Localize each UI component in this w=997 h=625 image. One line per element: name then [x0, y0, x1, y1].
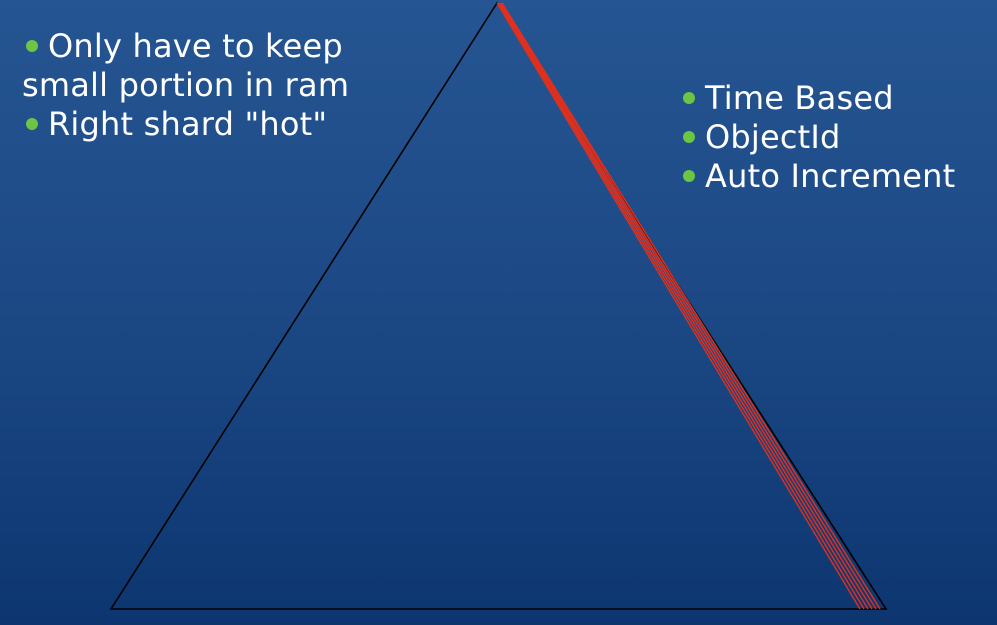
left-bullet-list: Only have to keep small portion in ram R…	[22, 27, 349, 144]
bullet-dot-icon	[26, 40, 38, 52]
bullet-text: ObjectId	[705, 118, 841, 156]
hot-edge-line	[496, 2, 861, 610]
bullet-dot-icon	[683, 170, 695, 182]
hot-edge-line	[499, 2, 873, 610]
hot-edge-line	[497, 2, 865, 610]
right-bullet-list: Time Based ObjectId Auto Increment	[679, 79, 955, 196]
hot-edge-line	[498, 2, 869, 610]
bullet-item: Time Based	[679, 79, 955, 118]
bullet-continuation: small portion in ram	[22, 66, 349, 105]
bullet-item: Auto Increment	[679, 157, 955, 196]
bullet-item: Right shard "hot"	[22, 105, 349, 144]
hot-right-edge	[496, 2, 881, 610]
bullet-dot-icon	[683, 92, 695, 104]
bullet-text: Auto Increment	[705, 157, 956, 195]
bullet-item: ObjectId	[679, 118, 955, 157]
hot-edge-line	[501, 2, 881, 610]
bullet-text: Only have to keep	[48, 27, 343, 65]
bullet-text: Time Based	[705, 79, 894, 117]
bullet-text-continued: small portion in ram	[22, 66, 350, 104]
bullet-item: Only have to keep	[22, 27, 349, 66]
bullet-dot-icon	[26, 118, 38, 130]
hot-edge-line	[500, 2, 877, 610]
bullet-text: Right shard "hot"	[48, 105, 328, 143]
bullet-dot-icon	[683, 131, 695, 143]
